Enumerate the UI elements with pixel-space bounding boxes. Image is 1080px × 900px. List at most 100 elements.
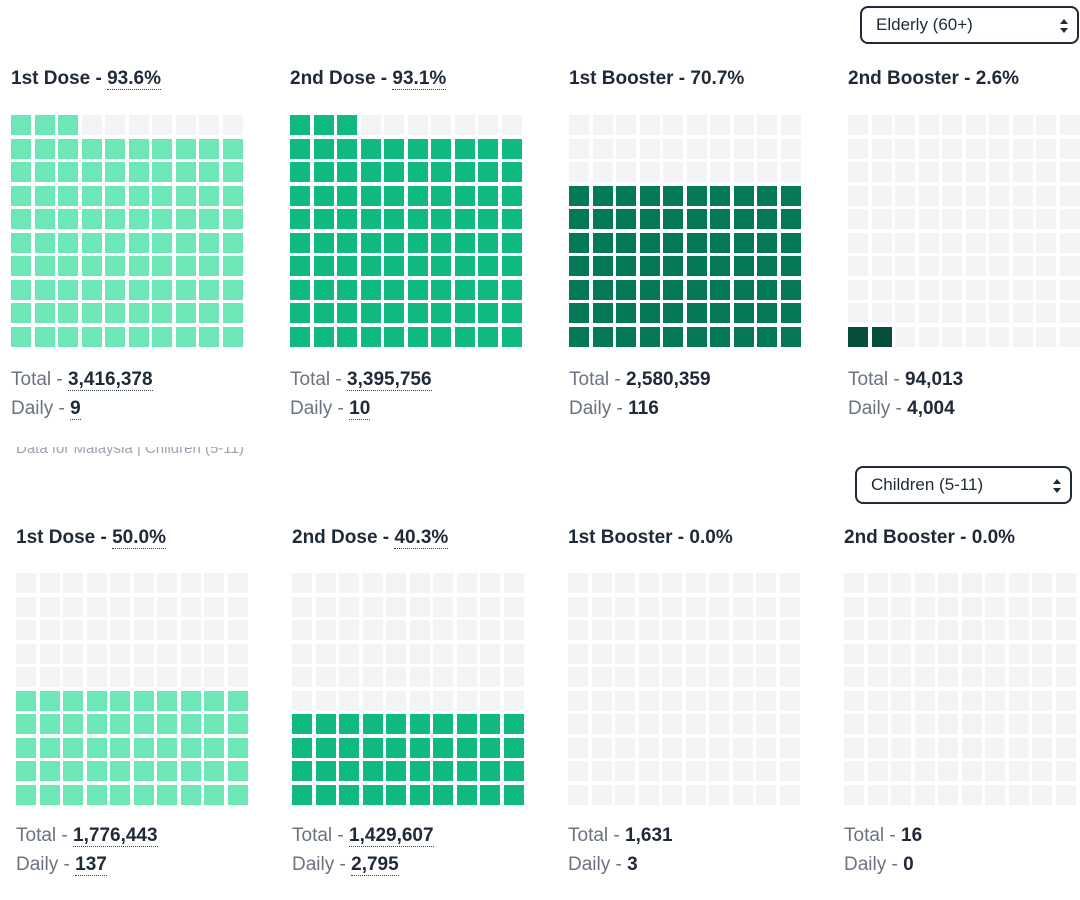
waffle-cell-empty <box>1036 185 1056 206</box>
waffle-cell-empty <box>591 667 612 687</box>
waffle-cell-empty <box>686 162 707 182</box>
waffle-cell-empty <box>1055 596 1076 617</box>
panel-percent[interactable]: 40.3% <box>394 527 449 549</box>
waffle-cell-filled <box>152 185 172 206</box>
waffle-cell-filled <box>290 232 310 253</box>
waffle-cell-empty <box>938 667 958 687</box>
waffle-cell-empty <box>685 784 706 805</box>
waffle-cell-filled <box>128 303 149 323</box>
waffle-2nd-booster <box>844 573 1076 805</box>
panel-percent[interactable]: 93.1% <box>392 68 447 90</box>
waffle-cell-filled <box>227 714 248 734</box>
waffle-cell-filled <box>569 279 589 300</box>
waffle-cell-filled <box>592 256 613 276</box>
age-group-select-elderly[interactable]: Elderly (60+) <box>860 6 1079 44</box>
waffle-cell-filled <box>34 162 55 182</box>
waffle-cell-filled <box>313 115 334 135</box>
waffle-cell-filled <box>616 209 636 229</box>
waffle-cell-filled <box>733 232 754 253</box>
waffle-cell-empty <box>339 573 359 593</box>
waffle-cell-filled <box>110 690 130 711</box>
waffle-cell-empty <box>456 667 477 687</box>
waffle-cell-filled <box>199 138 219 159</box>
waffle-cell-empty <box>733 138 754 159</box>
waffle-cell-empty <box>985 761 1005 781</box>
waffle-cell-filled <box>503 761 524 781</box>
waffle-cell-filled <box>639 326 660 347</box>
waffle-cell-empty <box>867 714 888 734</box>
waffle-cell-empty <box>433 690 453 711</box>
waffle-1st-dose <box>11 115 243 347</box>
waffle-cell-filled <box>86 737 107 758</box>
waffle-cell-filled <box>478 279 498 300</box>
waffle-cell-filled <box>290 303 310 323</box>
waffle-cell-filled <box>454 303 475 323</box>
waffle-cell-empty <box>1008 620 1029 640</box>
waffle-cell-empty <box>891 761 911 781</box>
waffle-cell-filled <box>133 784 154 805</box>
waffle-cell-empty <box>867 761 888 781</box>
waffle-cell-filled <box>222 279 243 300</box>
age-group-select-children[interactable]: Children (5-11) <box>855 466 1072 504</box>
waffle-cell-empty <box>938 761 958 781</box>
waffle-cell-empty <box>227 596 248 617</box>
waffle-cell-empty <box>1036 256 1056 276</box>
waffle-cell-empty <box>292 596 312 617</box>
waffle-cell-empty <box>779 620 800 640</box>
waffle-cell-filled <box>454 185 475 206</box>
panel-percent[interactable]: 50.0% <box>112 527 166 549</box>
waffle-cell-empty <box>914 620 935 640</box>
waffle-cell-empty <box>1055 643 1076 664</box>
waffle-cell-filled <box>86 714 107 734</box>
panel-title: 1st Dose - 93.6% <box>11 68 161 90</box>
waffle-cell-empty <box>204 643 224 664</box>
waffle-cell-empty <box>756 667 776 687</box>
waffle-cell-filled <box>227 737 248 758</box>
waffle-cell-empty <box>638 643 659 664</box>
waffle-cell-empty <box>592 138 613 159</box>
waffle-cell-filled <box>11 162 31 182</box>
waffle-cell-empty <box>110 643 130 664</box>
waffle-cell-empty <box>157 667 177 687</box>
waffle-cell-filled <box>34 256 55 276</box>
waffle-cell-empty <box>961 643 982 664</box>
waffle-cell-empty <box>663 162 683 182</box>
waffle-cell-empty <box>433 620 453 640</box>
waffle-cell-empty <box>848 115 868 135</box>
panel-percent[interactable]: 93.6% <box>107 68 161 90</box>
waffle-cell-empty <box>133 620 154 640</box>
waffle-cell-filled <box>454 138 475 159</box>
waffle-cell-filled <box>663 209 683 229</box>
waffle-cell-filled <box>663 326 683 347</box>
waffle-cell-filled <box>199 185 219 206</box>
waffle-cell-empty <box>157 643 177 664</box>
waffle-cell-empty <box>867 573 888 593</box>
waffle-cell-empty <box>867 784 888 805</box>
waffle-cell-filled <box>431 232 451 253</box>
waffle-cell-filled <box>337 209 357 229</box>
waffle-cell-empty <box>709 643 729 664</box>
waffle-cell-filled <box>58 279 78 300</box>
waffle-cell-empty <box>63 596 83 617</box>
waffle-cell-empty <box>914 573 935 593</box>
waffle-cell-empty <box>292 690 312 711</box>
waffle-cell-empty <box>638 596 659 617</box>
waffle-cell-filled <box>16 690 36 711</box>
waffle-cell-empty <box>871 185 892 206</box>
waffle-cell-empty <box>914 690 935 711</box>
waffle-cell-filled <box>569 326 589 347</box>
waffle-cell-filled <box>105 232 125 253</box>
waffle-cell-empty <box>456 573 477 593</box>
waffle-cell-filled <box>710 256 730 276</box>
waffle-cell-empty <box>591 596 612 617</box>
waffle-cell-empty <box>615 714 635 734</box>
waffle-cell-empty <box>175 115 196 135</box>
waffle-cell-filled <box>175 326 196 347</box>
waffle-cell-empty <box>315 690 336 711</box>
total-1st-booster: Total - 1,631 <box>568 825 673 846</box>
waffle-cell-empty <box>591 714 612 734</box>
waffle-cell-empty <box>961 714 982 734</box>
waffle-cell-empty <box>918 303 939 323</box>
waffle-cell-empty <box>86 596 107 617</box>
waffle-cell-filled <box>152 232 172 253</box>
